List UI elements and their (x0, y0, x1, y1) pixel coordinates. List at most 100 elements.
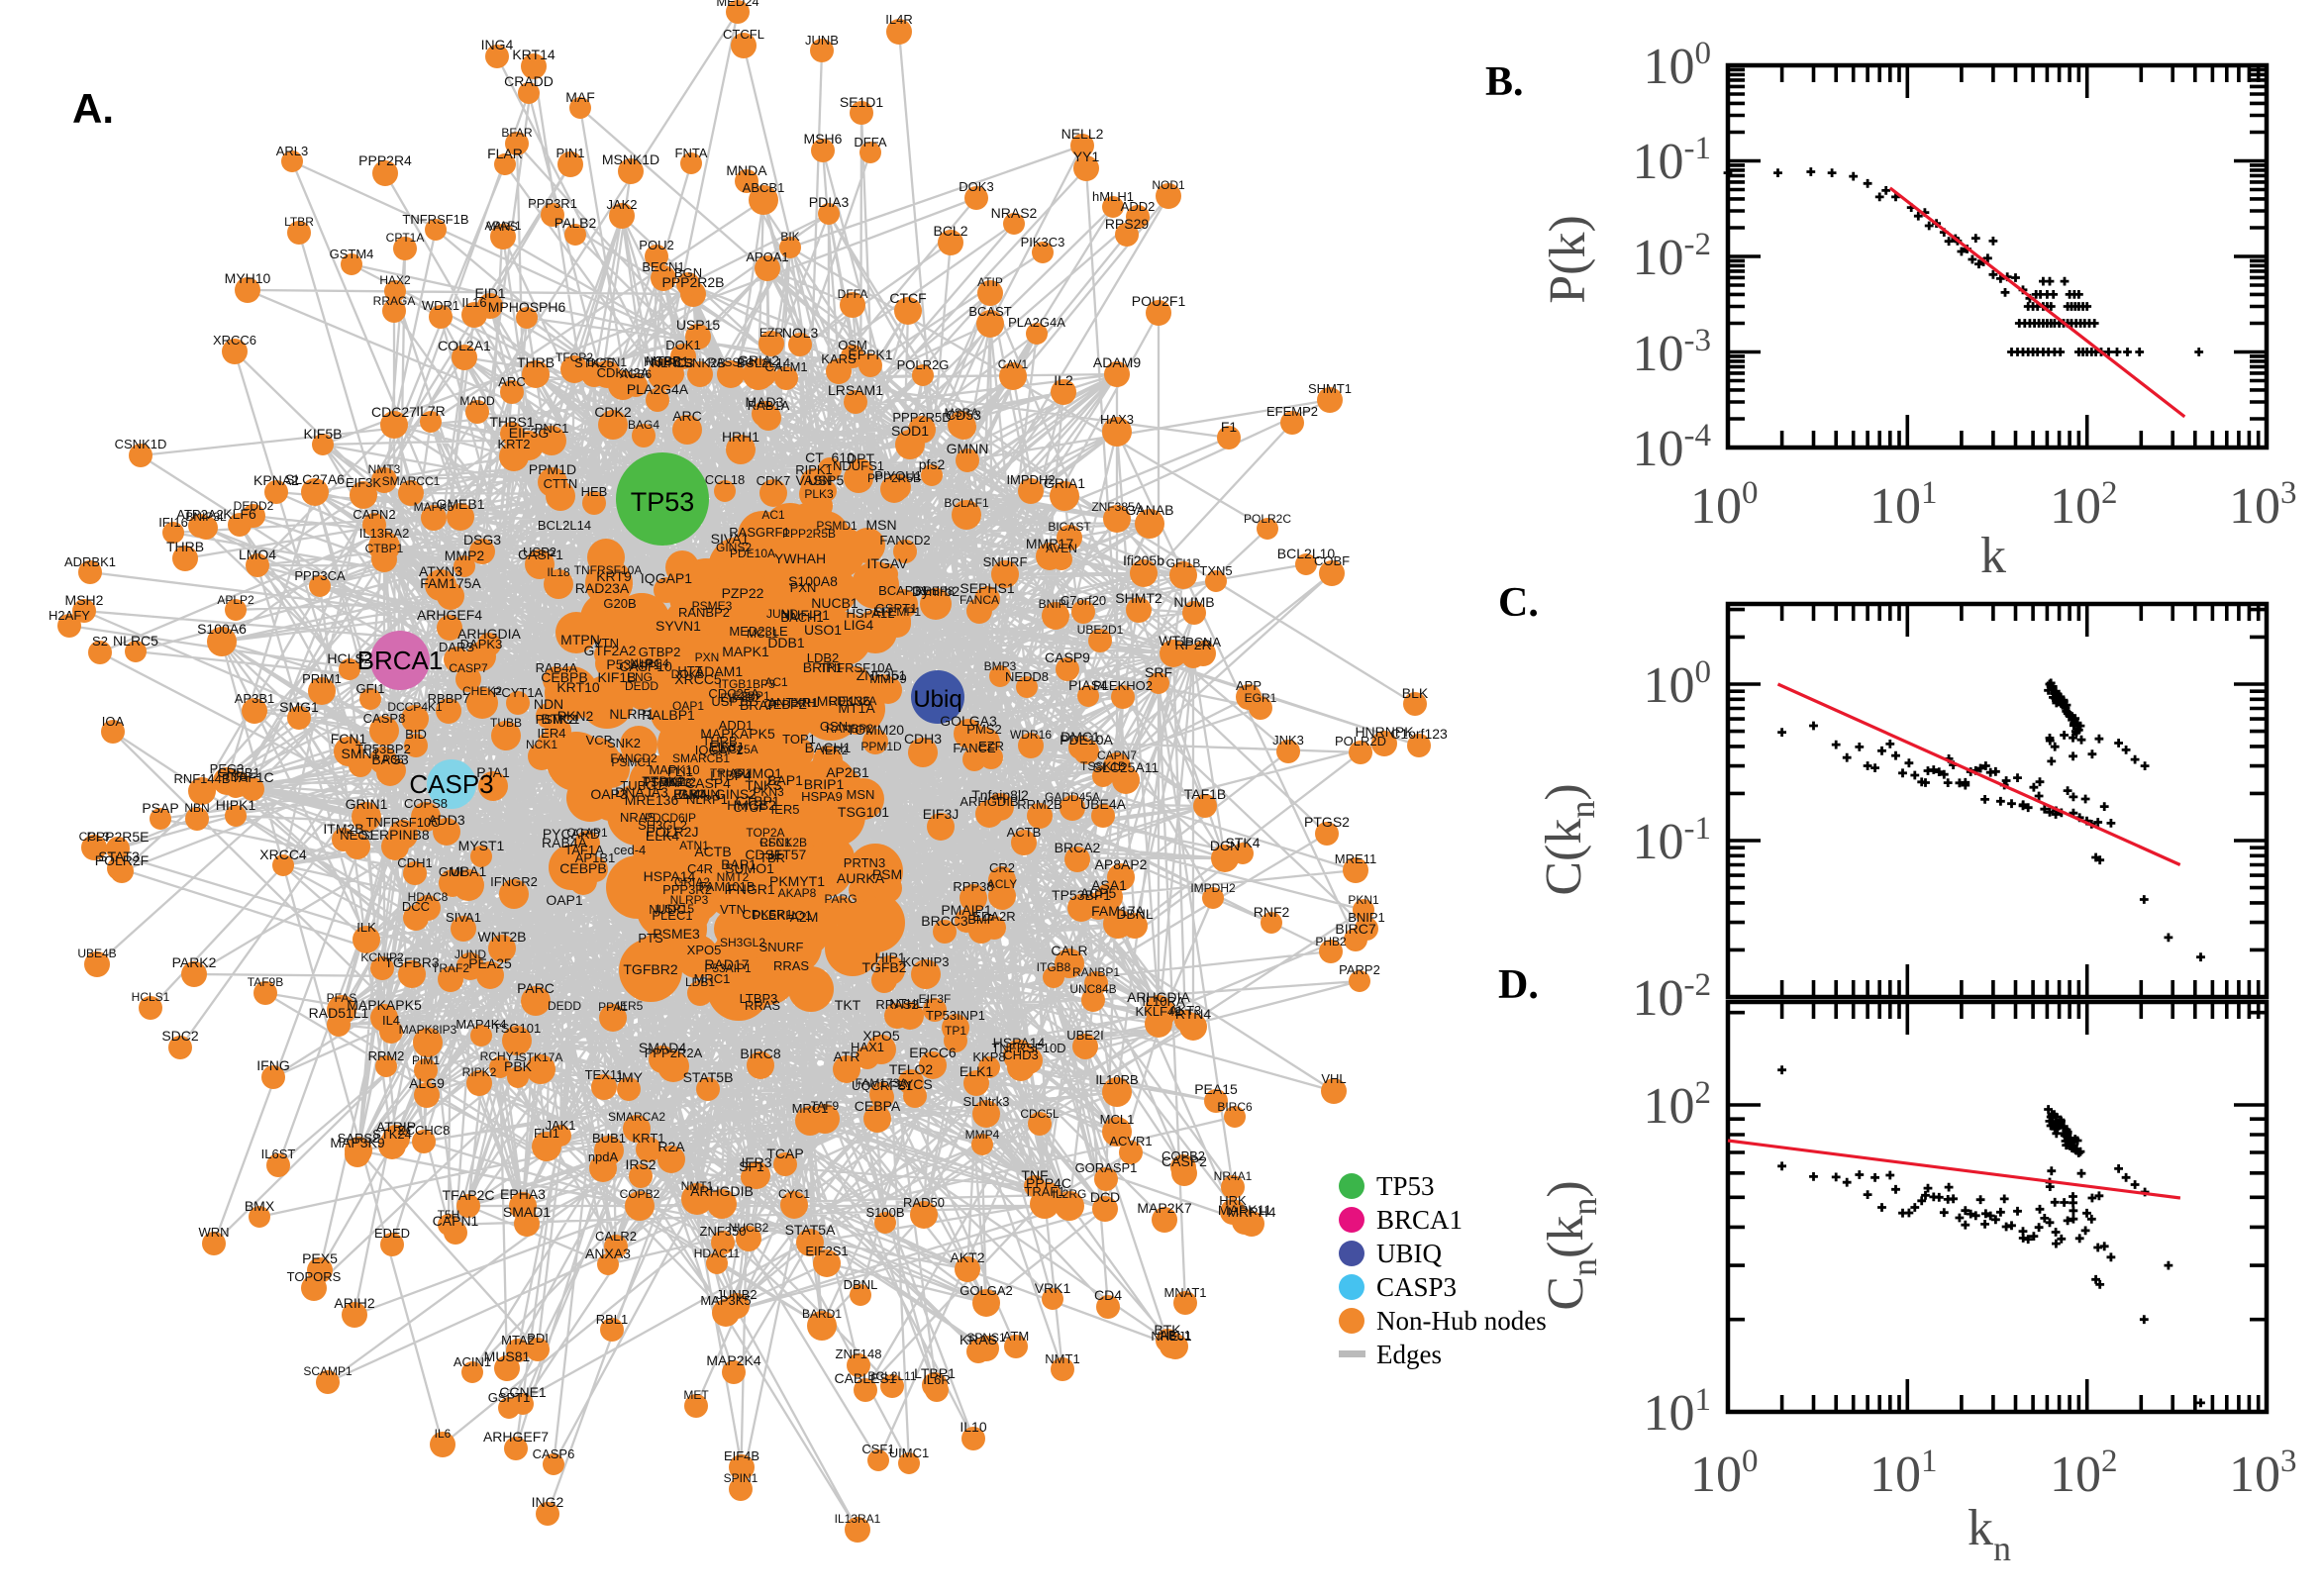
svg-text:MMP9: MMP9 (869, 671, 907, 686)
svg-text:NEO1: NEO1 (340, 828, 374, 843)
svg-text:PTGS2: PTGS2 (1304, 814, 1350, 830)
svg-text:IL16: IL16 (461, 295, 486, 310)
svg-text:RAB4A: RAB4A (542, 835, 588, 850)
svg-text:MAD3: MAD3 (746, 394, 784, 410)
svg-text:SPNS1: SPNS1 (966, 1331, 1006, 1345)
svg-text:PIM1: PIM1 (412, 1053, 440, 1067)
svg-text:SMG1: SMG1 (279, 699, 319, 715)
svg-text:HTT: HTT (677, 663, 702, 678)
svg-text:IER2: IER2 (822, 744, 849, 757)
svg-text:RP2R: RP2R (1174, 637, 1211, 652)
svg-text:EIF4G2: EIF4G2 (720, 691, 761, 705)
svg-text:IER5: IER5 (617, 999, 644, 1013)
svg-text:JUND: JUND (454, 948, 486, 961)
svg-text:DSG3: DSG3 (463, 532, 501, 548)
svg-text:POU2F1: POU2F1 (1132, 293, 1186, 309)
svg-text:ATN1: ATN1 (679, 839, 709, 852)
svg-text:SEPHS1: SEPHS1 (960, 580, 1014, 596)
svg-text:CD53: CD53 (946, 407, 981, 423)
svg-text:NOL3: NOL3 (782, 325, 819, 341)
svg-text:HRK: HRK (1219, 1193, 1247, 1208)
svg-text:STK17A: STK17A (519, 1050, 563, 1064)
svg-text:CDKN2A: CDKN2A (829, 694, 877, 708)
svg-text:DFFA: DFFA (838, 287, 868, 301)
svg-text:DCTN1: DCTN1 (587, 355, 627, 369)
svg-text:CASP3: CASP3 (1376, 1272, 1457, 1302)
svg-text:DARS: DARS (439, 640, 474, 654)
svg-text:HSPB1: HSPB1 (644, 353, 689, 369)
svg-text:EIF2S1: EIF2S1 (805, 1244, 848, 1258)
svg-text:IER3: IER3 (741, 1154, 771, 1170)
svg-text:SRF: SRF (1145, 664, 1172, 680)
svg-text:APOA1: APOA1 (746, 249, 788, 264)
svg-text:VASN: VASN (795, 472, 832, 488)
svg-text:NLRC4: NLRC4 (630, 656, 669, 670)
svg-text:MRC1: MRC1 (792, 1101, 829, 1116)
svg-text:npdA: npdA (588, 1149, 619, 1164)
svg-text:UQCRFS1: UQCRFS1 (852, 1078, 913, 1093)
svg-text:GORASP1: GORASP1 (1075, 1160, 1138, 1175)
svg-text:TDG: TDG (223, 770, 248, 784)
svg-text:NLRC3: NLRC3 (652, 355, 694, 370)
svg-text:RASGRF1: RASGRF1 (729, 525, 789, 540)
svg-text:RBBP8: RBBP8 (915, 584, 955, 598)
svg-text:IFNGR1: IFNGR1 (724, 881, 775, 897)
svg-text:MYST1: MYST1 (458, 838, 505, 853)
svg-text:MAP2K4: MAP2K4 (706, 1352, 760, 1368)
svg-text:IL2: IL2 (1054, 372, 1073, 388)
svg-text:APP: APP (1236, 678, 1262, 693)
svg-text:RBL2: RBL2 (666, 775, 696, 789)
svg-text:ELK1: ELK1 (960, 1063, 993, 1079)
svg-text:PLEC1: PLEC1 (652, 908, 692, 923)
svg-text:IFNG: IFNG (256, 1057, 289, 1073)
svg-text:GOLGA2: GOLGA2 (960, 1283, 1012, 1298)
svg-text:IL2RG: IL2RG (1053, 1187, 1087, 1201)
svg-text:IQGAP1: IQGAP1 (641, 570, 692, 586)
svg-text:PDI: PDI (527, 1331, 549, 1346)
svg-text:HIPK1: HIPK1 (216, 797, 256, 813)
svg-text:PBK: PBK (504, 1058, 533, 1074)
svg-text:PPP4C: PPP4C (1026, 1175, 1071, 1191)
svg-text:TOMM20: TOMM20 (847, 722, 904, 738)
svg-text:SE1D1: SE1D1 (840, 94, 884, 110)
svg-text:ITGB8: ITGB8 (1037, 960, 1071, 974)
svg-text:CASP6: CASP6 (533, 1446, 575, 1461)
svg-text:TP53BP1: TP53BP1 (1052, 887, 1111, 903)
svg-text:ATM: ATM (1003, 1329, 1029, 1344)
svg-text:MAPK1: MAPK1 (722, 644, 769, 659)
svg-text:PARK2: PARK2 (172, 954, 217, 970)
svg-text:SNK2: SNK2 (607, 736, 641, 750)
svg-text:BUB1: BUB1 (592, 1131, 626, 1146)
svg-text:TSSK1B: TSSK1B (1080, 759, 1126, 773)
svg-text:NELL2: NELL2 (1061, 126, 1104, 142)
svg-text:MTPN: MTPN (560, 632, 600, 648)
svg-text:TP53INP1: TP53INP1 (926, 1008, 985, 1023)
svg-text:POLR2J: POLR2J (647, 824, 699, 840)
svg-text:WDR16: WDR16 (1010, 728, 1052, 742)
svg-text:MAPK5: MAPK5 (414, 500, 454, 514)
svg-text:VTN: VTN (720, 902, 746, 917)
svg-text:CSF1: CSF1 (861, 1442, 894, 1456)
svg-text:Non-Hub nodes: Non-Hub nodes (1376, 1306, 1547, 1336)
svg-text:PLK3: PLK3 (804, 487, 834, 501)
svg-text:FANCD2: FANCD2 (610, 751, 657, 765)
svg-text:ADRBK1: ADRBK1 (64, 554, 116, 569)
svg-text:SH3GL2: SH3GL2 (638, 818, 687, 833)
svg-text:UBE4B: UBE4B (77, 947, 116, 960)
svg-text:SCAMP1: SCAMP1 (303, 1364, 353, 1378)
svg-text:BTK: BTK (1154, 1322, 1181, 1338)
svg-text:TP53BP2: TP53BP2 (355, 742, 411, 756)
svg-text:RAB1A: RAB1A (748, 398, 790, 413)
svg-text:CPT1A: CPT1A (386, 231, 425, 245)
svg-text:AVEN: AVEN (1046, 542, 1077, 555)
svg-text:GINS2: GINS2 (716, 541, 752, 554)
svg-text:GADD45A: GADD45A (1045, 790, 1100, 804)
svg-text:BAP1: BAP1 (767, 772, 803, 788)
svg-text:DEDD: DEDD (548, 999, 581, 1013)
svg-text:MAP3K5: MAP3K5 (700, 1293, 751, 1308)
svg-text:IL13RA1: IL13RA1 (835, 1512, 881, 1526)
svg-text:IL10: IL10 (960, 1419, 986, 1435)
svg-text:SMARCA2: SMARCA2 (608, 1110, 665, 1124)
svg-text:TAF1A: TAF1A (564, 843, 604, 857)
svg-text:USP2: USP2 (523, 545, 556, 559)
